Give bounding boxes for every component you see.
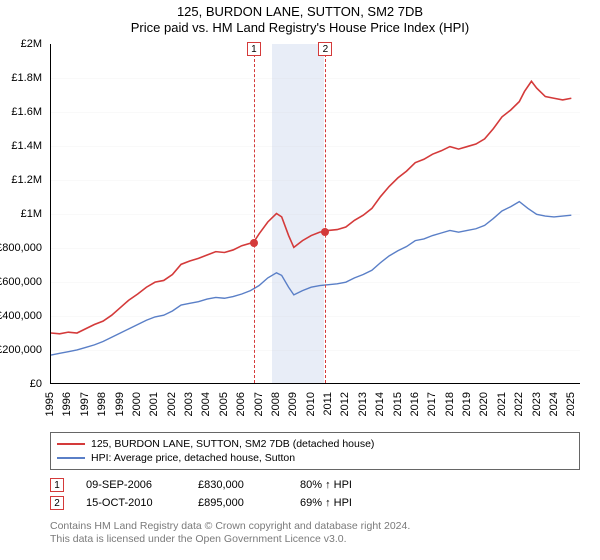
trade-row: 1 09-SEP-2006 £830,000 80% ↑ HPI	[50, 476, 580, 494]
y-tick-label: £1M	[21, 208, 42, 220]
x-tick-label: 2002	[166, 392, 178, 416]
x-tick-label: 2013	[357, 392, 369, 416]
legend-swatch	[57, 443, 85, 445]
trade-date: 09-SEP-2006	[86, 479, 176, 491]
x-tick-label: 2016	[409, 392, 421, 416]
y-tick-label: £400,000	[0, 310, 42, 322]
legend-item: 125, BURDON LANE, SUTTON, SM2 7DB (detac…	[57, 437, 573, 451]
page-subtitle: Price paid vs. HM Land Registry's House …	[0, 20, 600, 35]
legend-swatch	[57, 457, 85, 459]
trade-price: £830,000	[198, 479, 278, 491]
trade-date: 15-OCT-2010	[86, 497, 176, 509]
legend-item: HPI: Average price, detached house, Sutt…	[57, 451, 573, 465]
trade-marker-icon: 1	[50, 478, 64, 492]
page-title: 125, BURDON LANE, SUTTON, SM2 7DB	[0, 4, 600, 19]
footnote: Contains HM Land Registry data © Crown c…	[50, 520, 580, 546]
y-axis-ticks: £0£200,000£400,000£600,000£800,000£1M£1.…	[0, 44, 46, 384]
chart-svg	[51, 44, 580, 383]
footnote-line: Contains HM Land Registry data © Crown c…	[50, 520, 580, 533]
x-tick-label: 2015	[392, 392, 404, 416]
x-tick-label: 2024	[548, 392, 560, 416]
x-tick-label: 2001	[148, 392, 160, 416]
y-tick-label: £200,000	[0, 344, 42, 356]
y-tick-label: £800,000	[0, 242, 42, 254]
x-tick-label: 2000	[131, 392, 143, 416]
x-tick-label: 2021	[496, 392, 508, 416]
x-tick-label: 2005	[218, 392, 230, 416]
trade-hpi: 69% ↑ HPI	[300, 497, 400, 509]
x-tick-label: 2020	[478, 392, 490, 416]
trade-row: 2 15-OCT-2010 £895,000 69% ↑ HPI	[50, 494, 580, 512]
sale-marker-dot	[250, 239, 258, 247]
x-tick-label: 2011	[322, 392, 334, 416]
x-tick-label: 1996	[61, 392, 73, 416]
x-tick-label: 2004	[200, 392, 212, 416]
legend-label: HPI: Average price, detached house, Sutt…	[91, 452, 295, 464]
sale-marker-dot	[321, 228, 329, 236]
x-tick-label: 1995	[44, 392, 56, 416]
y-tick-label: £1.6M	[11, 106, 42, 118]
trade-list: 1 09-SEP-2006 £830,000 80% ↑ HPI 2 15-OCT-201…	[50, 476, 580, 512]
y-tick-label: £600,000	[0, 276, 42, 288]
series-price_paid	[51, 81, 571, 334]
x-tick-label: 2007	[253, 392, 265, 416]
y-tick-label: £1.2M	[11, 174, 42, 186]
trade-price: £895,000	[198, 497, 278, 509]
chart-plot-area: 12	[50, 44, 580, 384]
trade-marker-icon: 2	[50, 496, 64, 510]
x-tick-label: 1997	[79, 392, 91, 416]
x-tick-label: 1999	[114, 392, 126, 416]
x-tick-label: 2017	[426, 392, 438, 416]
x-tick-label: 2019	[461, 392, 473, 416]
sale-marker-line	[254, 44, 255, 383]
y-tick-label: £2M	[21, 38, 42, 50]
x-tick-label: 2012	[339, 392, 351, 416]
x-tick-label: 2008	[270, 392, 282, 416]
x-tick-label: 2022	[513, 392, 525, 416]
x-tick-label: 2010	[305, 392, 317, 416]
x-tick-label: 2014	[374, 392, 386, 416]
trade-hpi: 80% ↑ HPI	[300, 479, 400, 491]
x-tick-label: 1998	[96, 392, 108, 416]
legend-label: 125, BURDON LANE, SUTTON, SM2 7DB (detac…	[91, 438, 374, 450]
x-tick-label: 2003	[183, 392, 195, 416]
y-tick-label: £0	[30, 378, 42, 390]
legend: 125, BURDON LANE, SUTTON, SM2 7DB (detac…	[50, 432, 580, 470]
series-hpi	[51, 202, 571, 355]
x-tick-label: 2009	[287, 392, 299, 416]
x-tick-label: 2023	[531, 392, 543, 416]
y-tick-label: £1.8M	[11, 72, 42, 84]
x-tick-label: 2006	[235, 392, 247, 416]
footnote-line: This data is licensed under the Open Gov…	[50, 533, 580, 546]
y-tick-label: £1.4M	[11, 140, 42, 152]
x-tick-label: 2018	[444, 392, 456, 416]
sale-marker-line	[325, 44, 326, 383]
sale-marker-label: 2	[318, 42, 332, 56]
x-tick-label: 2025	[565, 392, 577, 416]
sale-marker-label: 1	[247, 42, 261, 56]
